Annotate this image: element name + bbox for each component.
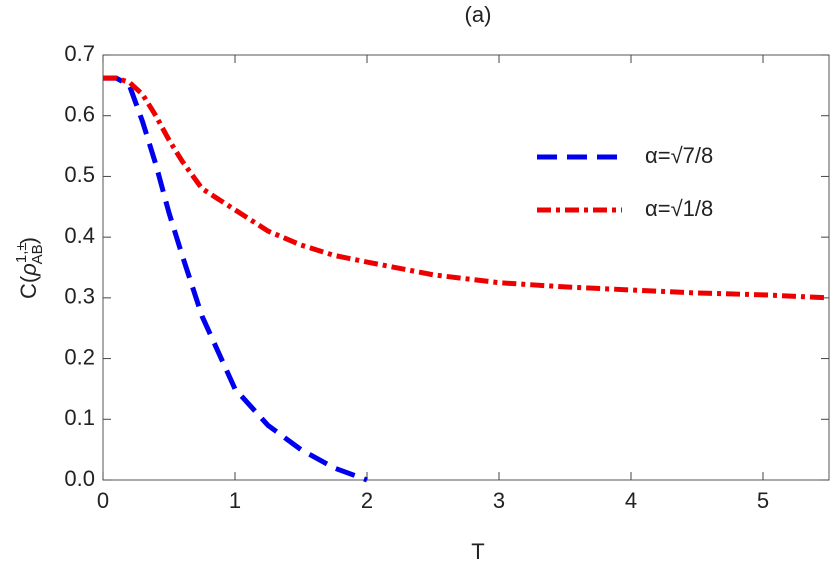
y-label-part: ): [16, 237, 41, 244]
y-tick-label: 0.2: [64, 344, 95, 369]
y-label-part: AB: [29, 244, 46, 264]
y-tick-label: 0.1: [64, 405, 95, 430]
y-tick-label: 0.7: [64, 41, 95, 66]
series-line: [103, 75, 830, 301]
y-label-part: 1,±: [13, 242, 30, 263]
x-tick-label: 4: [625, 488, 637, 513]
plot-frame: [102, 54, 830, 481]
y-label-part: ρ: [16, 263, 41, 277]
y-tick-label: 0.4: [64, 223, 95, 248]
chart-title: (a): [465, 2, 492, 27]
y-tick-label: 0.3: [64, 284, 95, 309]
y-tick-label: 0.6: [64, 102, 95, 127]
x-tick-label: 1: [229, 488, 241, 513]
x-axis-label: T: [471, 539, 484, 564]
x-tick-label: 3: [493, 488, 505, 513]
series-line: [103, 75, 368, 483]
y-tick-label: 0.5: [64, 162, 95, 187]
x-tick-label: 2: [361, 488, 373, 513]
x-tick-label: 5: [757, 488, 769, 513]
legend-label: α=√1/8: [645, 196, 713, 221]
legend-label: α=√7/8: [645, 143, 713, 168]
x-tick-label: 0: [97, 488, 109, 513]
y-tick-label: 0.0: [64, 466, 95, 491]
y-label-part: C(: [16, 275, 41, 299]
y-axis-label: C(ρ1,±AB): [13, 237, 46, 299]
